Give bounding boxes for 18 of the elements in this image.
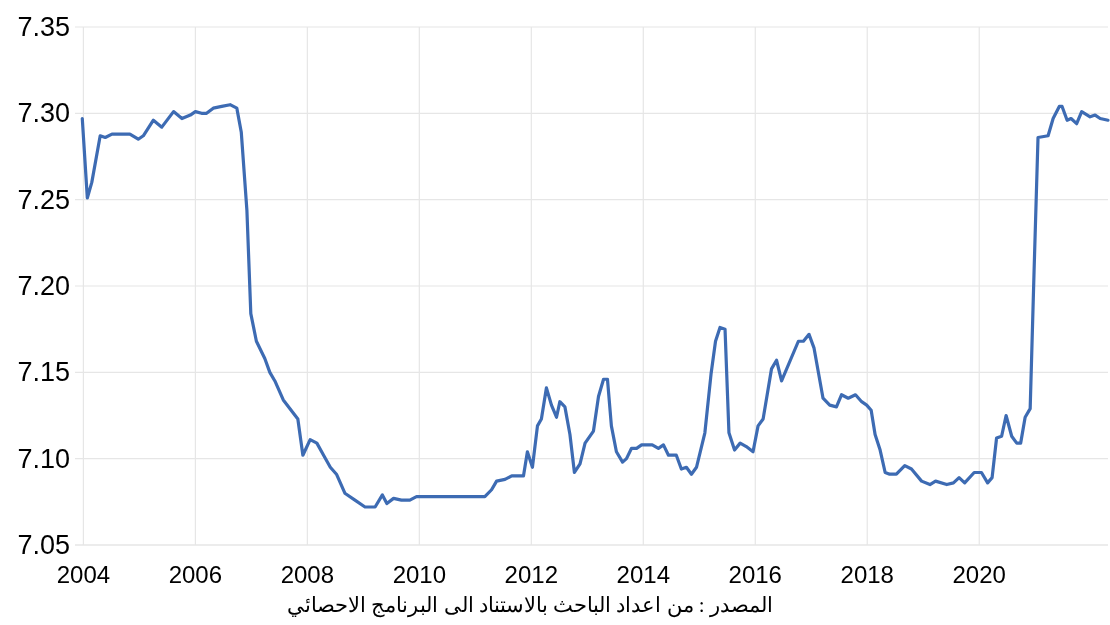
y-tick-label: 7.10 [17, 443, 70, 474]
y-tick-label: 7.25 [17, 184, 70, 215]
x-tick-label: 2020 [952, 561, 1006, 588]
x-tick-label: 2018 [840, 561, 894, 588]
x-tick-label: 2004 [56, 561, 111, 588]
line-series [80, 103, 1110, 509]
x-tick-label: 2008 [280, 561, 335, 588]
y-tick-label: 7.35 [17, 12, 70, 42]
x-tick-label: 2012 [504, 561, 559, 588]
y-tick-label: 7.15 [17, 357, 70, 388]
x-tick-label: 2014 [616, 561, 670, 588]
text: المصدر : من اعداد الباحث بالاستناد الى البرنامج الاحصائي [287, 593, 773, 618]
x-tick-label: 2010 [392, 561, 447, 588]
y-tick-label: 7.05 [17, 530, 70, 560]
y-tick-label: 7.30 [17, 98, 70, 129]
x-tick-label: 2006 [168, 561, 223, 588]
x-tick-label: 2016 [728, 561, 782, 588]
y-tick-label: 7.20 [17, 271, 70, 301]
